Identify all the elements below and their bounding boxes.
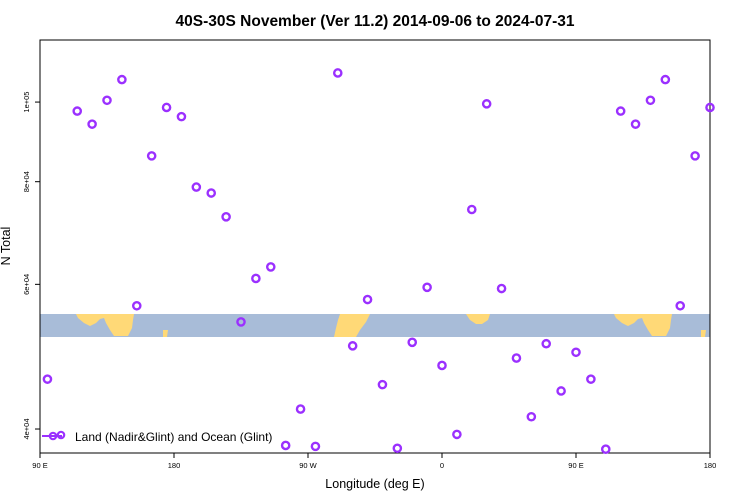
plot-frame [39, 39, 711, 454]
legend-marker-icon [48, 431, 58, 441]
data-point [645, 95, 656, 106]
land-south-america [334, 314, 370, 337]
data-point [705, 102, 715, 113]
x-axis: 90 E 180 90 W 0 90 E 180 [32, 453, 716, 470]
data-point [117, 74, 127, 85]
data-point [206, 188, 217, 198]
data-point [496, 283, 507, 294]
data-point [362, 294, 373, 305]
data-point [466, 204, 477, 215]
data-point [571, 347, 581, 358]
data-point [600, 444, 611, 455]
y-tick-label: 8e+04 [22, 171, 31, 192]
ocean-band [40, 314, 710, 337]
data-point [481, 99, 492, 109]
data-point [280, 440, 291, 451]
data-point [392, 443, 403, 454]
y-tick-label: 4e+04 [22, 418, 31, 439]
y-axis-label: N Total [0, 227, 13, 266]
legend-label: Land (Nadir&Glint) and Ocean (Glint) [75, 430, 272, 444]
data-point [146, 151, 157, 161]
land-tasmania [163, 330, 168, 337]
data-point [630, 119, 641, 129]
legend: Land (Nadir&Glint) and Ocean (Glint) [42, 430, 272, 444]
data-point [526, 411, 537, 422]
y-tick-label: 1e+05 [22, 92, 31, 113]
data-point [332, 68, 343, 78]
land-africa [466, 314, 490, 324]
data-point [251, 273, 261, 284]
data-point [236, 317, 246, 327]
data-point [407, 337, 418, 348]
data-point [221, 212, 231, 222]
data-point [660, 74, 671, 85]
data-point [377, 379, 388, 390]
x-tick-label: 0 [440, 461, 444, 470]
data-point [161, 102, 172, 113]
x-tick-label: 90 E [568, 461, 583, 470]
data-point [42, 374, 53, 384]
data-point [675, 300, 686, 311]
data-point [191, 182, 202, 192]
data-point [586, 374, 596, 384]
x-tick-label: 90 E [32, 461, 47, 470]
legend-marker-icon [56, 430, 66, 440]
land-australia [76, 314, 134, 336]
data-point [295, 404, 306, 414]
data-point [87, 119, 97, 129]
data-point [72, 106, 83, 116]
data-point [511, 353, 522, 363]
y-tick-label: 6e+04 [22, 274, 31, 295]
data-point [102, 95, 112, 106]
x-axis-label: Longitude (deg E) [325, 477, 424, 491]
chart-title: 40S-30S November (Ver 11.2) 2014-09-06 t… [176, 13, 575, 30]
data-point [422, 282, 432, 293]
x-tick-label: 90 W [299, 461, 317, 470]
data-point [176, 111, 187, 122]
data-point [690, 151, 700, 161]
data-point [541, 338, 552, 349]
data-point [265, 262, 276, 272]
land-australia-2 [614, 314, 672, 336]
data-point [310, 441, 321, 452]
data-point [615, 106, 626, 116]
x-tick-label: 180 [704, 461, 717, 470]
data-point [437, 360, 447, 371]
data-points [42, 68, 715, 455]
x-tick-label: 180 [168, 461, 181, 470]
data-point [556, 386, 566, 396]
data-point [131, 300, 142, 311]
land-tasmania-2 [701, 330, 706, 337]
data-point [452, 429, 462, 440]
data-point [347, 341, 358, 351]
map-strip [40, 314, 710, 337]
y-axis: 4e+04 6e+04 8e+04 1e+05 [22, 92, 40, 440]
